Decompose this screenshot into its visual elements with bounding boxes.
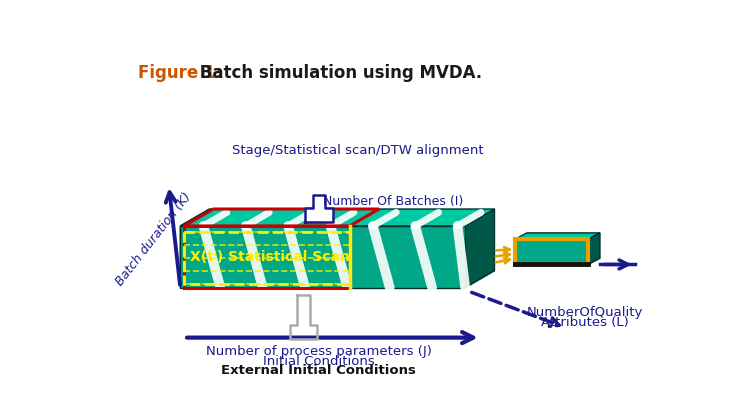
- Polygon shape: [180, 209, 494, 226]
- Polygon shape: [589, 233, 600, 265]
- Text: Batch simulation using MVDA.: Batch simulation using MVDA.: [194, 64, 482, 82]
- Text: Number Of Batches (I): Number Of Batches (I): [322, 195, 463, 208]
- Text: Stage/Statistical scan/DTW alignment: Stage/Statistical scan/DTW alignment: [232, 144, 483, 157]
- Polygon shape: [180, 226, 465, 288]
- Text: External Initial Conditions: External Initial Conditions: [221, 364, 416, 377]
- Polygon shape: [305, 195, 333, 222]
- Polygon shape: [290, 295, 317, 339]
- Text: X(tᴵ) Statistical Scan: X(tᴵ) Statistical Scan: [190, 250, 350, 264]
- Text: Initial Conditions: Initial Conditions: [263, 355, 375, 368]
- Text: Attributes (L): Attributes (L): [541, 317, 628, 329]
- Text: NumberOfQuality: NumberOfQuality: [526, 306, 643, 319]
- Polygon shape: [515, 239, 589, 265]
- Polygon shape: [180, 209, 209, 288]
- Text: Number of process parameters (J): Number of process parameters (J): [206, 345, 432, 358]
- Polygon shape: [180, 270, 494, 288]
- Text: Batch duration (K): Batch duration (K): [113, 190, 194, 288]
- Polygon shape: [515, 233, 600, 239]
- Polygon shape: [465, 209, 494, 288]
- Text: Figure 1:: Figure 1:: [138, 64, 222, 82]
